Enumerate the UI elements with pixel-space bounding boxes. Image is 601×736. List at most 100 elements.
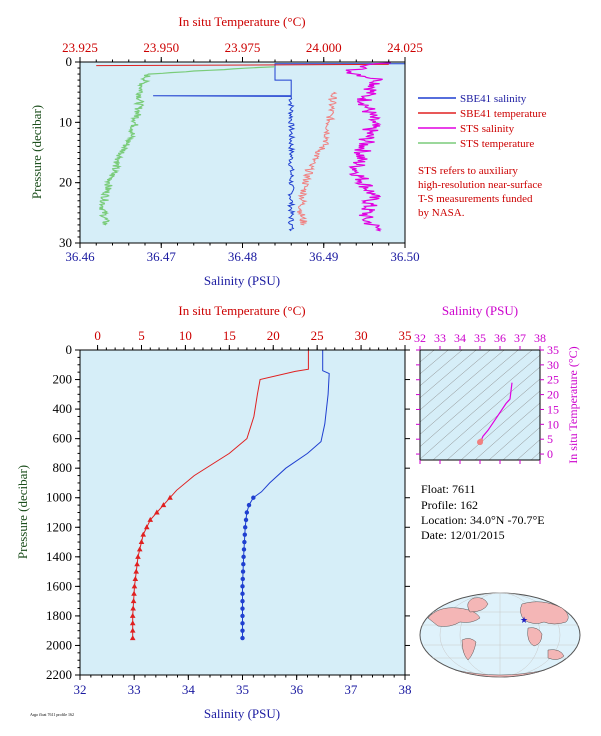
ts-density-contour xyxy=(530,451,540,460)
top-pressure-tick-label: 30 xyxy=(59,235,72,250)
ts-density-contour xyxy=(420,350,519,435)
float-location-marker: ★ xyxy=(520,615,528,625)
top-pressure-tick-label: 20 xyxy=(59,175,72,190)
ts-sal-tick-label: 34 xyxy=(454,331,466,345)
main-pressure-tick-label: 1400 xyxy=(46,549,72,564)
float-label: Float: 7611 xyxy=(421,482,476,496)
salinity-marker xyxy=(240,591,245,596)
ts-density-contour xyxy=(432,366,540,460)
main-pressure-tick-label: 2000 xyxy=(46,637,72,652)
top-legend: SBE41 salinity SBE41 temperature STS sal… xyxy=(418,93,547,150)
ts-density-contour xyxy=(420,350,491,411)
salinity-marker xyxy=(240,613,245,619)
temperature-marker xyxy=(131,590,137,596)
series-sts-temperature-deep xyxy=(296,91,338,226)
ts-density-contour xyxy=(460,390,540,460)
ts-density-contour xyxy=(446,378,540,460)
salinity-marker xyxy=(241,547,247,552)
series-sts-temperature xyxy=(98,66,276,226)
main-pressure-tick-label: 2200 xyxy=(46,667,72,682)
ts-temp-tick-label: 35 xyxy=(547,343,559,357)
ts-density-contour xyxy=(420,350,463,387)
top-plot-background xyxy=(80,62,405,243)
legend-sbe-temperature: SBE41 temperature xyxy=(460,108,547,120)
top-sal-tick-label: 36.47 xyxy=(147,249,177,264)
profile-label: Profile: 162 xyxy=(421,498,478,512)
top-temp-axis-title: In situ Temperature (°C) xyxy=(178,14,305,29)
main-temp-tick-label: 30 xyxy=(355,328,368,343)
temperature-marker xyxy=(129,627,136,633)
main-sal-tick-label: 32 xyxy=(74,682,87,697)
temperature-marker xyxy=(130,598,137,604)
temperature-marker xyxy=(134,561,140,567)
legend-sts-salinity: STS salinity xyxy=(460,123,515,135)
top-temp-tick-label: 24.000 xyxy=(306,40,342,55)
top-temp-tick-label: 24.025 xyxy=(387,40,423,55)
salinity-marker xyxy=(240,606,245,611)
main-pressure-tick-label: 1000 xyxy=(46,490,72,505)
temperature-marker xyxy=(147,516,154,522)
main-pressure-tick-label: 400 xyxy=(53,401,73,416)
ts-temp-axis-title: In situ Temperature (°C) xyxy=(566,346,580,463)
ts-density-contour xyxy=(420,350,533,448)
ts-density-contour xyxy=(420,350,435,363)
series-sbe41-salinity xyxy=(153,63,405,232)
series-sts-salinity xyxy=(345,62,391,232)
temperature-marker xyxy=(140,531,147,537)
top-pressure-tick-label: 0 xyxy=(66,54,73,69)
main-temp-tick-label: 20 xyxy=(267,328,280,343)
ts-density-contour xyxy=(420,354,540,460)
main-series-salinity xyxy=(242,350,330,639)
sts-note: STS refers to auxiliary high-resolution … xyxy=(418,165,542,219)
note-line-4: by NASA. xyxy=(418,207,465,219)
temperature-marker xyxy=(136,546,143,552)
main-sal-tick-label: 38 xyxy=(399,682,412,697)
legend-sts-temperature: STS temperature xyxy=(460,138,534,150)
ts-temp-tick-label: 15 xyxy=(547,402,559,416)
main-temp-tick-label: 10 xyxy=(179,328,192,343)
ts-density-contour xyxy=(474,402,540,460)
main-temp-tick-label: 15 xyxy=(223,328,236,343)
top-temp-tick-label: 23.950 xyxy=(143,40,179,55)
ts-temp-tick-label: 10 xyxy=(547,417,559,431)
main-pressure-axis-title: Pressure (decibar) xyxy=(15,465,30,559)
ts-density-contour xyxy=(488,414,540,460)
salinity-marker xyxy=(240,584,245,589)
ts-sal-tick-label: 37 xyxy=(514,331,526,345)
main-chart: 32 33 34 35 36 37 38 0 5 10 15 20 25 30 35 0 200 400 600 80… xyxy=(15,303,412,721)
ts-density-contour xyxy=(420,350,505,423)
ts-density-contour xyxy=(420,350,449,375)
main-sal-tick-label: 34 xyxy=(182,682,196,697)
salinity-marker xyxy=(240,598,245,604)
temperature-marker xyxy=(143,524,150,530)
ts-temp-tick-label: 0 xyxy=(547,447,553,461)
main-series-temperature xyxy=(132,350,309,639)
top-temp-tick-label: 23.975 xyxy=(225,40,261,55)
main-sal-axis-title: Salinity (PSU) xyxy=(204,706,280,721)
top-sal-axis-title: Salinity (PSU) xyxy=(204,273,280,288)
temperature-marker xyxy=(132,575,139,581)
temperature-marker xyxy=(130,605,136,611)
location-label: Location: 34.0°N -70.7°E xyxy=(421,513,545,527)
temperature-marker xyxy=(129,620,136,626)
main-pressure-tick-label: 600 xyxy=(53,431,73,446)
main-pressure-tick-label: 1800 xyxy=(46,608,72,623)
temperature-marker xyxy=(138,539,145,545)
ts-temp-tick-label: 25 xyxy=(547,373,559,387)
top-chart: 36.46 36.47 36.48 36.49 36.50 23.925 23.950 23.… xyxy=(29,14,423,288)
temperature-marker xyxy=(133,568,140,574)
temperature-marker xyxy=(129,612,136,618)
main-pressure-tick-label: 0 xyxy=(66,342,73,357)
ts-temp-tick-label: 5 xyxy=(547,432,553,446)
salinity-marker xyxy=(243,517,249,523)
salinity-marker xyxy=(240,569,246,574)
ts-sal-axis-title: Salinity (PSU) xyxy=(442,303,518,318)
main-pressure-tick-label: 1600 xyxy=(46,578,72,593)
main-sal-tick-label: 33 xyxy=(128,682,141,697)
main-sal-tick-label: 35 xyxy=(236,682,249,697)
ts-sal-tick-label: 32 xyxy=(414,331,426,345)
main-pressure-tick-label: 800 xyxy=(53,460,73,475)
main-temp-tick-label: 25 xyxy=(311,328,324,343)
salinity-marker xyxy=(244,510,250,515)
